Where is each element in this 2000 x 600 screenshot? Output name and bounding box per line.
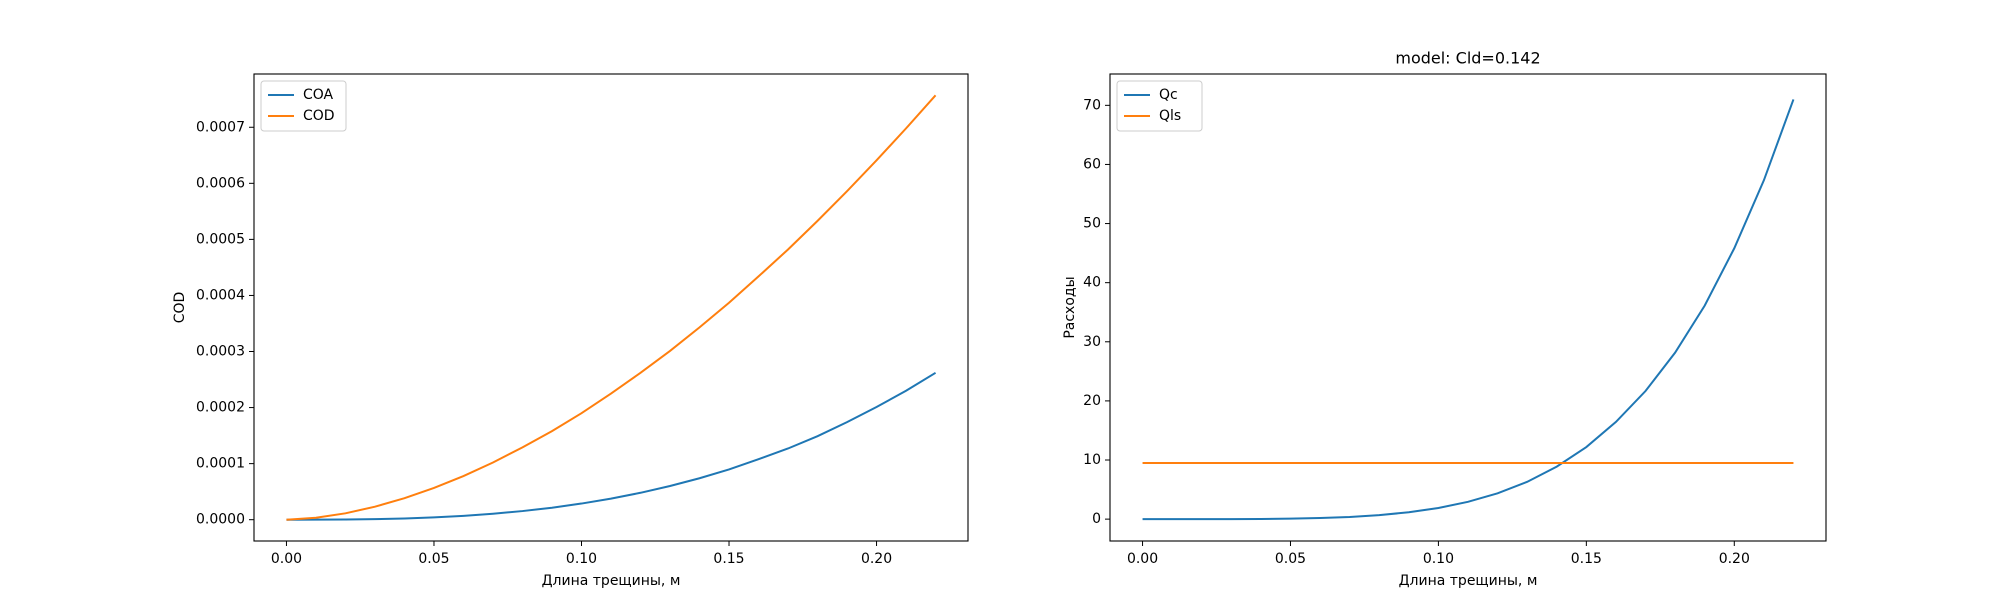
legend-label: Qls <box>1159 108 1181 124</box>
legend-label: COA <box>303 87 334 103</box>
y-tick-label: 40 <box>1083 275 1101 291</box>
y-tick-label: 20 <box>1083 393 1101 409</box>
y-tick-label: 0.0006 <box>196 175 245 191</box>
y-axis-label: Расходы <box>1062 276 1078 338</box>
axes-frame <box>1109 73 1827 542</box>
x-tick-label: 0.20 <box>1719 551 1750 567</box>
y-tick-label: 50 <box>1083 216 1101 232</box>
x-tick-label: 0.10 <box>1423 551 1454 567</box>
y-tick-label: 10 <box>1083 452 1101 468</box>
y-tick-label: 0.0000 <box>196 512 245 528</box>
y-tick-label: 0.0004 <box>196 287 245 303</box>
y-tick-label: 30 <box>1083 334 1101 350</box>
series-line <box>286 94 937 521</box>
legend-label: Qc <box>1159 87 1178 103</box>
x-tick-label: 0.00 <box>1127 551 1158 567</box>
series-line <box>1142 99 1795 521</box>
legend-box <box>260 80 347 132</box>
legend-label: COD <box>303 108 335 124</box>
x-tick-label: 0.00 <box>271 551 302 567</box>
axes-frame <box>253 73 969 542</box>
x-axis-label: Длина трещины, м <box>1399 573 1538 589</box>
x-tick-label: 0.10 <box>566 551 597 567</box>
y-tick-label: 0.0007 <box>196 119 245 135</box>
x-axis-label: Длина трещины, м <box>542 573 681 589</box>
legend-box <box>1116 80 1203 132</box>
x-tick-label: 0.15 <box>1571 551 1602 567</box>
x-tick-label: 0.15 <box>713 551 744 567</box>
y-tick-label: 0 <box>1092 511 1101 527</box>
y-tick-label: 0.0001 <box>196 456 245 472</box>
chart-title: model: Cld=0.142 <box>1395 49 1540 68</box>
x-tick-label: 0.20 <box>861 551 892 567</box>
y-tick-label: 0.0005 <box>196 231 245 247</box>
y-tick-label: 70 <box>1083 97 1101 113</box>
y-tick-label: 60 <box>1083 156 1101 172</box>
y-tick-label: 0.0003 <box>196 344 245 360</box>
y-axis-label: COD <box>172 292 188 324</box>
series-line <box>286 371 937 521</box>
x-tick-label: 0.05 <box>418 551 449 567</box>
y-tick-label: 0.0002 <box>196 400 245 416</box>
x-tick-label: 0.05 <box>1275 551 1306 567</box>
